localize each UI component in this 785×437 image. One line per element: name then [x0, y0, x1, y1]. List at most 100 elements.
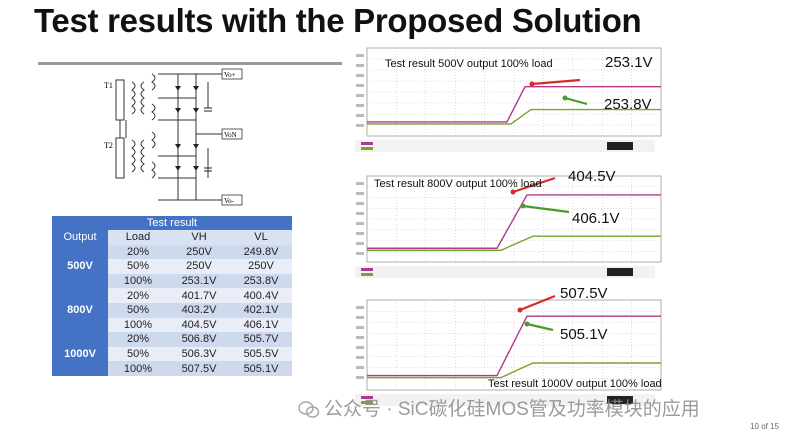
scope-axis-marker [356, 232, 364, 235]
scope-axis-marker [356, 346, 364, 349]
scope-lower-800v: 406.1V [572, 210, 620, 227]
scope-axis-marker [356, 202, 364, 205]
arrow-lower [564, 96, 588, 106]
output-800v: 800V [52, 288, 108, 333]
table-cell: 506.8V [168, 332, 230, 347]
scope-axis-marker [356, 242, 364, 245]
table-cell: 403.2V [168, 302, 230, 318]
scope-axis-marker [356, 222, 364, 225]
scope-axis-marker [356, 124, 364, 127]
col-header-vh: VH [168, 230, 230, 245]
table-cell: 50% [108, 259, 168, 274]
arrow-lower [522, 204, 570, 214]
scope-status-bar [355, 394, 655, 406]
scope-axis-marker [356, 306, 364, 309]
scope-axis-marker [356, 94, 364, 97]
table-cell: 253.8V [230, 273, 292, 289]
scope-axis-marker [356, 376, 364, 379]
col-header-vl: VL [230, 230, 292, 245]
watermark: 公众号 · SiC碳化硅MOS管及功率模块的应用 [298, 394, 700, 421]
table-cell: 250V [168, 244, 230, 260]
col-header-output: Output [52, 230, 108, 245]
table-cell: 406.1V [230, 317, 292, 333]
scope-axis-marker [356, 366, 364, 369]
arrow-lower [526, 322, 554, 332]
trace-lower [367, 362, 661, 379]
status-swatch [361, 401, 373, 404]
scope-axis-marker [356, 192, 364, 195]
arrow-upper-head [517, 307, 523, 313]
table-cell: 507.5V [168, 361, 230, 376]
scope-800v [355, 170, 665, 282]
scope-upper-800v: 404.5V [568, 168, 616, 185]
table-cell: 402.1V [230, 302, 292, 318]
scope-axis-marker [356, 54, 364, 57]
trace-upper [367, 315, 661, 377]
arrow-upper [519, 294, 556, 312]
table-cell: 249.8V [230, 244, 292, 260]
arrow-upper-head [529, 81, 535, 87]
table-cell: 401.7V [168, 288, 230, 303]
wechat-icon [298, 401, 320, 419]
table-cell: 250V [230, 259, 292, 274]
arrow-upper-head [510, 189, 516, 195]
col-header-load: Load [108, 230, 168, 245]
status-block [607, 268, 633, 276]
trace-lower [367, 108, 661, 125]
transformer-schematic: Vo+ VoN Vo- T1 T2 [104, 68, 243, 206]
table-cell: 506.3V [168, 346, 230, 362]
scope-upper-500v: 253.1V [605, 54, 653, 71]
scope-caption-500v: Test result 500V output 100% load [385, 58, 553, 70]
vo-minus-label: Vo- [224, 197, 235, 205]
arrow-lower-head [562, 95, 568, 101]
status-swatch [361, 268, 373, 271]
trace-upper [367, 194, 661, 249]
table-cell: 20% [108, 244, 168, 260]
scope-axis-marker [356, 252, 364, 255]
arrow-upper [512, 176, 556, 194]
output-500v: 500V [52, 244, 108, 289]
watermark-text: 公众号 · SiC碳化硅MOS管及功率模块的应用 [324, 399, 700, 420]
t2-label: T2 [104, 141, 113, 150]
scope-axis-marker [356, 326, 364, 329]
table-cell: 400.4V [230, 288, 292, 303]
scope-status-bar [355, 140, 655, 152]
scope-axis-marker [356, 114, 364, 117]
arrow-lower-head [524, 321, 530, 327]
title-divider [38, 62, 342, 65]
status-swatch [361, 147, 373, 150]
scope-axis-marker [356, 74, 364, 77]
status-swatch [361, 396, 373, 399]
table-cell: 505.1V [230, 361, 292, 376]
scope-axis-marker [356, 64, 364, 67]
scope-axis-marker [356, 356, 364, 359]
scope-1000v [355, 294, 665, 412]
table-cell: 505.5V [230, 346, 292, 362]
scope-caption-1000v: Test result 1000V output 100% load [488, 378, 662, 390]
table-cell: 20% [108, 332, 168, 347]
vo-n-label: VoN [224, 131, 237, 139]
table-cell: 253.1V [168, 273, 230, 289]
status-block [607, 396, 633, 404]
scope-lower-1000v: 505.1V [560, 326, 608, 343]
trace-lower [367, 235, 661, 251]
scope-axis-marker [356, 182, 364, 185]
table-cell: 50% [108, 302, 168, 318]
table-title: Test result [52, 216, 292, 230]
table-cell: 100% [108, 361, 168, 376]
test-result-table: Test result Output Load VH VL 500V 20% 2… [52, 216, 292, 376]
status-block [607, 142, 633, 150]
table-cell: 404.5V [168, 317, 230, 333]
status-swatch [361, 142, 373, 145]
table-cell: 100% [108, 273, 168, 289]
scope-500v [355, 44, 665, 156]
table-cell: 50% [108, 346, 168, 362]
scope-axis-marker [356, 336, 364, 339]
output-1000v: 1000V [52, 332, 108, 376]
vo-plus-label: Vo+ [224, 71, 236, 79]
scope-axis-marker [356, 212, 364, 215]
scope-caption-800v: Test result 800V output 100% load [374, 178, 542, 190]
scope-status-bar [355, 266, 655, 278]
trace-upper [367, 86, 661, 123]
table-cell: 20% [108, 288, 168, 303]
